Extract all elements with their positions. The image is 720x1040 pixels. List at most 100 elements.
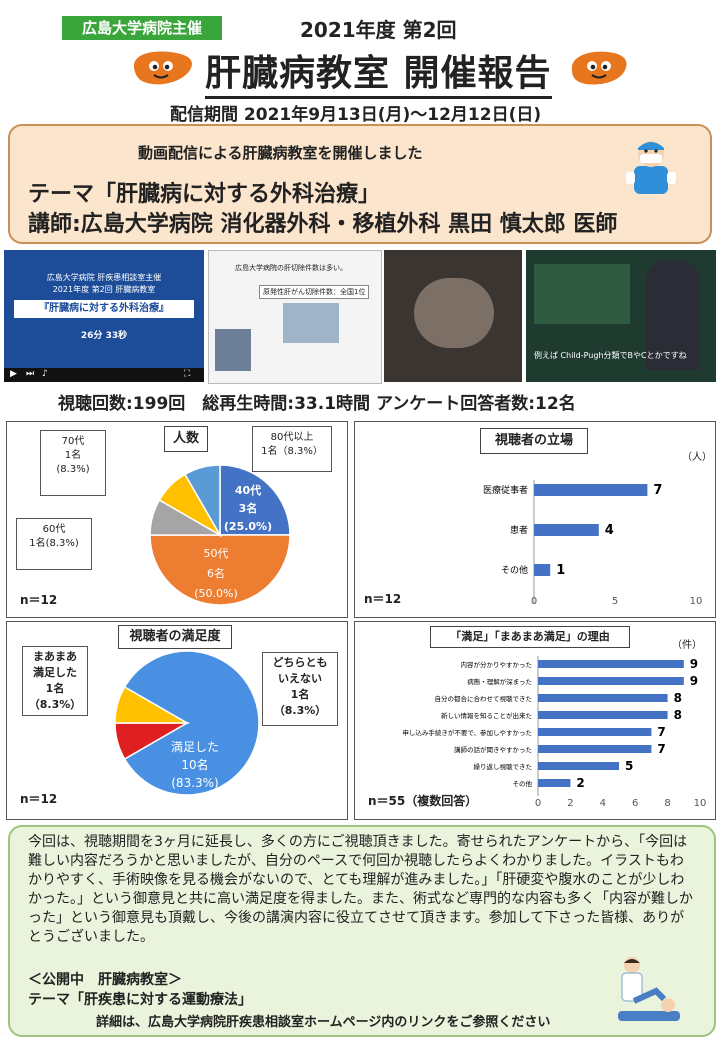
theme-title: テーマ「肝臓病に対する外科治療」 xyxy=(28,182,381,207)
position-chart-unit: （人） xyxy=(682,452,712,463)
bars2-bar xyxy=(538,711,668,719)
surgery-video-frame xyxy=(384,250,522,382)
pie1-slice-50s-label: 50代 6名 (50.0%) xyxy=(186,544,246,604)
bars1-category-label: その他 xyxy=(501,564,528,576)
play-icon[interactable]: ▶ xyxy=(10,369,17,379)
bars1-value-label: 4 xyxy=(605,523,614,538)
reason-chart-title: 「満足」「まあまあ満足」の理由 xyxy=(430,626,630,648)
pie1-40s-count: 3名 xyxy=(238,502,258,515)
bars2-category-label: 繰り返し視聴できた xyxy=(474,762,533,771)
pie2-neutral-name-1: どちらとも xyxy=(272,656,328,669)
pie1-70s-name: 70代 xyxy=(61,436,85,447)
theme-box xyxy=(8,124,712,244)
slide1-line1: 広島大学病院 肝疾患相談室主催 xyxy=(46,273,162,282)
slide2-line2: 原発性肝がん切除件数：全国1位 xyxy=(259,285,370,299)
reason-chart-unit: （件） xyxy=(672,640,702,651)
slide1-title: 『肝臓病に対する外科治療』 xyxy=(14,300,194,318)
pie2-neutral-percent: （8.3%） xyxy=(273,704,327,717)
pie2-callout-neutral: どちらとも いえない 1名 （8.3%） xyxy=(262,652,338,726)
slide4-caption: 例えば Child-Pugh分類でBやCとかですね xyxy=(534,351,687,360)
volume-icon[interactable]: ♪ xyxy=(42,369,48,379)
theme-intro: 動画配信による肝臓病教室を開催しました xyxy=(138,144,423,162)
pie2-slice-2 xyxy=(114,685,190,724)
bars2-tick-label: 8 xyxy=(664,798,670,809)
bars1-bar xyxy=(534,484,648,496)
bars1-bar xyxy=(534,524,599,536)
satisfaction-pie-chart xyxy=(114,650,260,796)
pie1-slice-1 xyxy=(149,534,291,606)
bars2-bar xyxy=(538,694,668,702)
bars2-tick-label: 6 xyxy=(632,798,638,809)
bars2-value-label: 9 xyxy=(690,674,698,688)
bars2-category-label: 内容が分かりやすかった xyxy=(461,660,533,669)
bars2-value-label: 8 xyxy=(674,691,682,705)
bars2-bar xyxy=(538,779,571,787)
liver-mascot-right-icon xyxy=(571,51,627,85)
fullscreen-icon[interactable]: ⛶ xyxy=(184,369,191,379)
comment-text: 今回は、視聴期間を3ヶ月に延長し、多くの方にご視聴頂きました。寄せられたアンケー… xyxy=(28,834,693,945)
pie1-50s-count: 6名 xyxy=(207,567,225,580)
pie1-70s-percent: (8.3%) xyxy=(56,464,90,475)
bars2-bar xyxy=(538,745,652,753)
broadcast-period: 配信期間 2021年9月13日(月)～12月12日(日) xyxy=(170,105,542,125)
age-pie-chart xyxy=(149,464,291,606)
page-title: 肝臓病教室 開催報告 xyxy=(205,44,552,99)
lecturer-video-frame: 例えば Child-Pugh分類でBやCとかですね xyxy=(526,250,716,382)
bars2-tick-label: 2 xyxy=(567,798,573,809)
pie1-50s-percent: (50.0%) xyxy=(194,587,238,600)
bars2-tick-label: 0 xyxy=(535,798,541,809)
pie2-neutral-name-2: いえない xyxy=(278,672,322,685)
organizer-badge: 広島大学病院主催 xyxy=(62,16,222,40)
footer-details[interactable]: 詳細は、広島大学病院肝疾患相談室ホームページ内のリンクをご参照ください xyxy=(96,1015,551,1030)
lecturer-thumbnail xyxy=(215,329,251,371)
liver-mascot-left-icon xyxy=(133,51,192,85)
bars2-bar xyxy=(538,660,684,668)
bars1-value-label: 1 xyxy=(556,563,565,578)
pie2-fair-percent: （8.3%） xyxy=(28,698,82,711)
bars2-bar xyxy=(538,762,619,770)
bars2-bar xyxy=(538,728,652,736)
pie1-slice-0 xyxy=(219,464,291,536)
pie2-slice-satisfied-label: 満足した 10名 (83.3%) xyxy=(160,738,230,792)
bars2-category-label: その他 xyxy=(513,779,533,788)
bars2-category-label: 新しい情報を知ることが出来た xyxy=(441,711,532,720)
pie2-fair-name-2: 満足した xyxy=(33,666,77,679)
video-controls[interactable]: ▶ ⏭ ♪ ⛶ xyxy=(4,368,204,382)
pie1-60s-name: 60代 xyxy=(42,524,66,535)
theme-lecturer: 講師:広島大学病院 消化器外科・移植外科 黒田 慎太郎 医師 xyxy=(28,212,618,237)
bars2-value-label: 9 xyxy=(690,657,698,671)
bars1-category-label: 患者 xyxy=(510,524,528,536)
pie1-callout-70s: 70代 1名 (8.3%) xyxy=(40,430,106,496)
bars2-category-label: 申し込み手続きが不要で、参加しやすかった xyxy=(402,728,532,737)
bars2-value-label: 7 xyxy=(657,742,665,756)
blackboard xyxy=(534,264,630,324)
next-icon[interactable]: ⏭ xyxy=(26,369,35,379)
age-chart-title: 人数 xyxy=(164,426,208,452)
pie1-50s-name: 50代 xyxy=(203,547,229,560)
slide1-duration: 26分 33秒 xyxy=(80,331,128,341)
reason-chart-panel xyxy=(354,621,716,820)
pie1-80s-count: 1名（8.3%） xyxy=(261,446,323,457)
bars2-category-label: 病態・理解が深まった xyxy=(467,677,532,686)
pie1-callout-80s: 80代以上 1名（8.3%） xyxy=(252,426,332,472)
pie1-70s-count: 1名 xyxy=(64,450,82,461)
bars2-tick-label: 4 xyxy=(600,798,606,809)
comment-box xyxy=(8,825,716,1037)
pie1-callout-60s: 60代 1名(8.3%) xyxy=(16,518,92,570)
age-chart-n: n＝12 xyxy=(20,593,58,607)
bars2-category-label: 講師の話が聞きやすかった xyxy=(454,745,532,754)
pie2-neutral-count: 1名 xyxy=(290,688,310,701)
footer-now-showing: ＜公開中 肝臓病教室＞ xyxy=(28,972,182,988)
pie2-callout-fair: まあまあ 満足した 1名 （8.3%） xyxy=(22,646,88,716)
pie2-satisfied-count: 10名 xyxy=(181,758,209,772)
exercise-illustration-icon xyxy=(618,957,680,1021)
pie1-40s-name: 40代 xyxy=(234,484,262,497)
pie2-satisfied-percent: (83.3%) xyxy=(171,776,219,790)
satisfaction-chart-n: n＝12 xyxy=(20,792,58,806)
lecturer-figure xyxy=(646,260,700,370)
bars1-value-label: 7 xyxy=(653,483,662,498)
bars2-category-label: 自分の都合に合わせて視聴できた xyxy=(435,694,533,703)
position-chart-title: 視聴者の立場 xyxy=(480,428,588,454)
bars1-tick-label: 10 xyxy=(690,596,703,607)
